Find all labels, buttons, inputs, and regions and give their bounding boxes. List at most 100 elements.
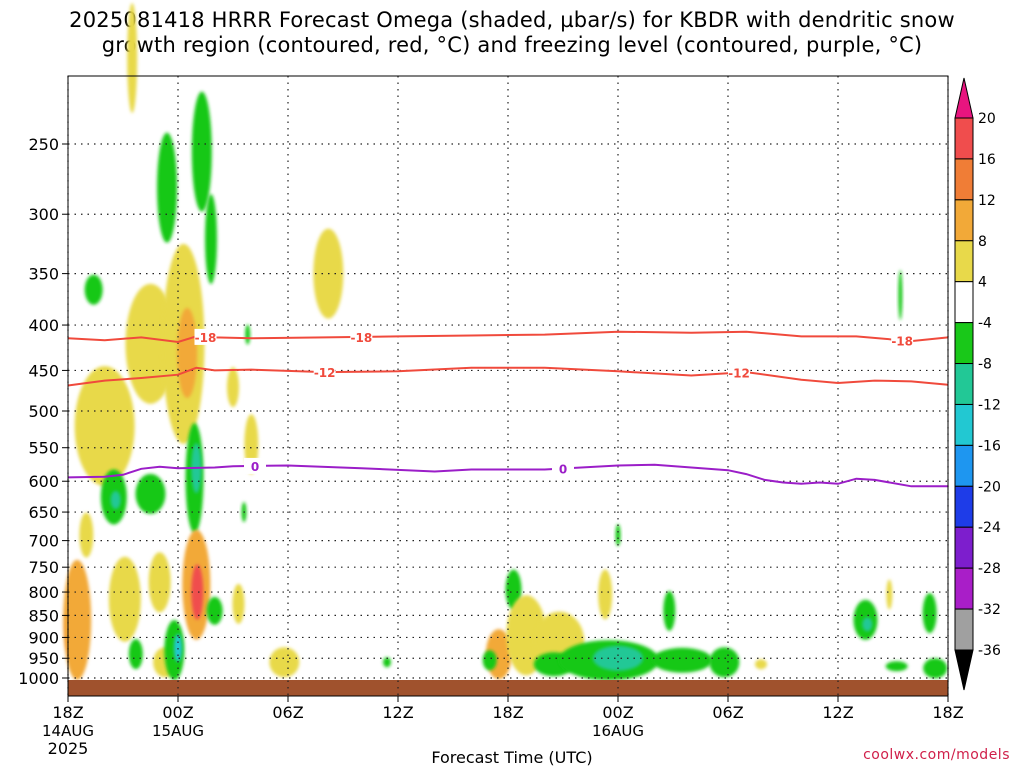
omega-cell-45	[663, 590, 676, 631]
x-tick-label: 00Z	[162, 703, 193, 722]
colorbar-label: 4	[978, 275, 987, 291]
contour-label-bg	[350, 328, 373, 345]
omega-cell-27	[227, 367, 239, 408]
colorbar-label: 16	[978, 152, 996, 168]
omega-cell-36	[482, 650, 497, 671]
y-tick-label-350: 350	[28, 265, 59, 284]
x-tick-date: 16AUG	[592, 722, 644, 740]
omega-cell-51	[886, 579, 893, 610]
x-tick-label: 12Z	[822, 703, 853, 722]
colorbar-label: -32	[978, 602, 1001, 618]
x-tick-date: 14AUG	[42, 722, 94, 740]
colorbar-bin	[954, 363, 974, 405]
contour-label-bg	[194, 328, 217, 345]
contour-label--18: -18	[350, 331, 372, 345]
omega-cell-30	[245, 324, 251, 345]
omega-cell-47	[709, 647, 740, 678]
contour--18	[67, 330, 949, 344]
omega-cell-43	[598, 569, 613, 620]
colorbar-bin	[954, 608, 974, 651]
omega-cell-48	[755, 659, 767, 670]
omega-cell-13	[148, 552, 171, 613]
colorbar-label: 8	[978, 234, 987, 250]
colorbar-bin	[954, 567, 974, 610]
y-tick-label-900: 900	[28, 628, 59, 647]
colorbar-label: -36	[978, 643, 1001, 659]
omega-cell-4	[74, 366, 135, 487]
x-tick-label: 06Z	[272, 703, 303, 722]
contours: -18 -18 -18 -12 -12 0 0	[67, 328, 949, 488]
colorbar-bin	[954, 526, 974, 569]
omega-cell-2	[79, 512, 94, 558]
omega-cell-23	[191, 564, 204, 620]
y-tick-label-400: 400	[28, 316, 59, 335]
chart-title-line-1: 2025081418 HRRR Forecast Omega (shaded, …	[69, 8, 955, 32]
omega-cell-19	[177, 307, 198, 398]
colorbar-bin	[954, 199, 974, 242]
omega-cell-42	[593, 645, 643, 671]
colorbar-label: -8	[978, 357, 992, 373]
contour-label-0: 0	[251, 460, 259, 474]
y-tick-label-750: 750	[28, 558, 59, 577]
x-tick-label: 00Z	[602, 703, 633, 722]
y-tick-label-1000: 1000	[18, 669, 59, 688]
x-tick-label: 18Z	[932, 703, 963, 722]
omega-cell-17	[174, 633, 182, 662]
omega-cell-24	[191, 91, 212, 212]
y-tick-label-700: 700	[28, 532, 59, 551]
omega-cell-10	[128, 639, 143, 670]
x-tick-date: 15AUG	[152, 722, 204, 740]
omega-cell-50	[862, 617, 873, 632]
omega-cell-26	[206, 596, 223, 625]
contour-label--12: -12	[728, 367, 750, 381]
omega-cell-44	[615, 524, 621, 547]
y-tick-label-800: 800	[28, 583, 59, 602]
omega-cell-11	[135, 473, 166, 514]
y-tick-label-450: 450	[28, 361, 59, 380]
colorbar-bottom-arrow	[954, 649, 974, 691]
colorbar-label: -24	[978, 520, 1001, 536]
colorbar-label: 20	[978, 111, 996, 127]
colorbar-bin	[954, 403, 974, 446]
colorbar-bin	[954, 281, 974, 324]
y-tick-label-850: 850	[28, 606, 59, 625]
y-tick-label-250: 250	[28, 135, 59, 154]
omega-cell-46	[652, 647, 713, 673]
contour-label-bg	[728, 364, 750, 381]
omega-cell-55	[923, 658, 948, 679]
y-tick-label-950: 950	[28, 649, 59, 668]
contour-label--18: -18	[195, 331, 217, 345]
omega-cell-28	[232, 583, 245, 624]
omega-cell-34	[383, 657, 391, 668]
omega-cell-32	[269, 647, 300, 678]
x-tick-year: 2025	[48, 739, 89, 758]
omega-shading	[63, 3, 948, 681]
x-tick-label: 18Z	[52, 703, 83, 722]
omega-cell-3	[84, 274, 103, 305]
pressure-axis: 250 300 350 400 450 500 550 600 650 700 750 800 850 9…	[18, 135, 68, 688]
colorbar-label: -28	[978, 561, 1001, 577]
omega-cell-54	[922, 593, 937, 634]
colorbar: 20 16 12 8 4 -4 -8 -12 -16 -20 -24 -28 -32 -36	[954, 77, 1001, 691]
colorbar-bin	[954, 444, 974, 487]
omega-cell-15	[157, 132, 177, 243]
colorbar-bin	[954, 322, 974, 365]
colorbar-bin	[954, 240, 974, 283]
colorbar-label: 12	[978, 193, 996, 209]
x-tick-label: 12Z	[382, 703, 413, 722]
omega-cell-1	[63, 559, 92, 680]
y-tick-label-650: 650	[28, 503, 59, 522]
contour-0	[67, 463, 948, 488]
contour-label--18: -18	[891, 334, 913, 348]
x-tick-label: 06Z	[712, 703, 743, 722]
y-tick-label-300: 300	[28, 205, 59, 224]
contour-label-0: 0	[559, 463, 567, 477]
colorbar-label: -4	[978, 316, 992, 332]
colorbar-bin	[954, 117, 974, 160]
contour-label-bg	[891, 332, 914, 349]
omega-cell-8	[108, 556, 141, 642]
omega-cell-53	[885, 661, 908, 672]
contour-label-bg	[313, 364, 336, 381]
